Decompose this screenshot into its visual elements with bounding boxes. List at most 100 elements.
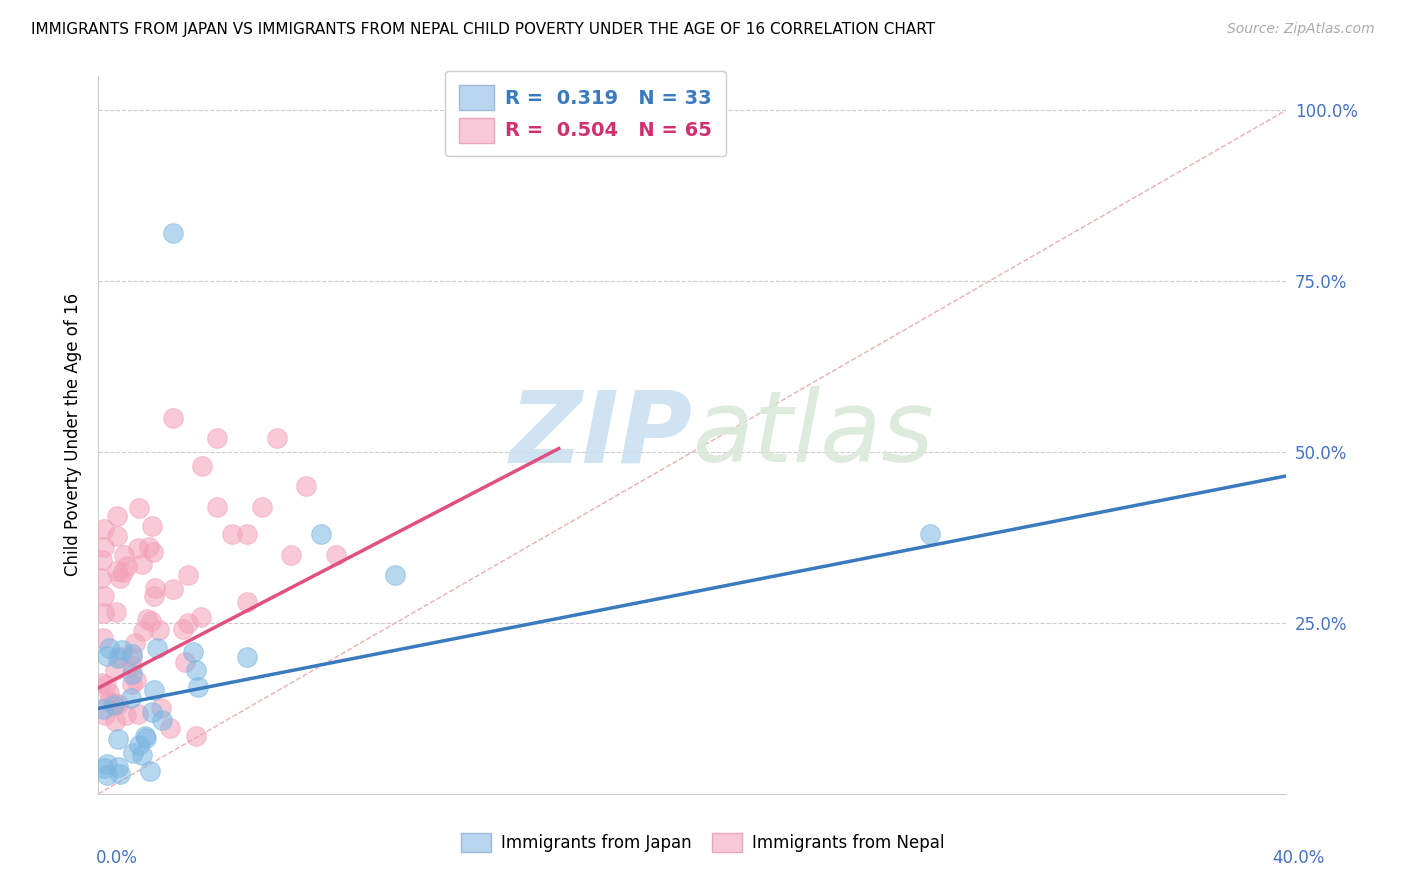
Point (96, 756, 118, 771)
Point (90, 675, 112, 690)
Point (236, 650, 259, 665)
Point (90, 572, 112, 586)
Point (121, 677, 143, 691)
Point (309, 527, 332, 541)
Point (93, 522, 115, 536)
Point (920, 527, 942, 541)
Point (139, 614, 162, 628)
Y-axis label: Child Poverty Under the Age of 16: Child Poverty Under the Age of 16 (65, 293, 83, 576)
Point (176, 615, 198, 630)
Point (107, 650, 129, 665)
Point (325, 548, 347, 562)
Point (115, 559, 138, 574)
Point (121, 649, 143, 664)
Point (187, 680, 209, 694)
Point (91, 702, 114, 716)
Point (131, 747, 153, 762)
Point (236, 595, 259, 609)
Point (127, 541, 149, 555)
Point (125, 673, 148, 687)
Point (108, 767, 131, 781)
Point (108, 571, 131, 585)
Point (127, 707, 149, 722)
Point (131, 558, 153, 572)
Point (122, 747, 145, 761)
Point (128, 500, 150, 515)
Point (96, 648, 118, 663)
Point (128, 738, 150, 752)
Point (96, 768, 118, 782)
Point (110, 649, 132, 664)
Point (124, 636, 146, 650)
Point (159, 721, 181, 735)
Legend: R =  0.319   N = 33, R =  0.504   N = 65: R = 0.319 N = 33, R = 0.504 N = 65 (446, 71, 725, 156)
Point (150, 713, 173, 727)
Point (120, 691, 142, 706)
Point (146, 641, 169, 656)
Text: 40.0%: 40.0% (1272, 849, 1324, 867)
Point (105, 605, 128, 619)
Text: IMMIGRANTS FROM JAPAN VS IMMIGRANTS FROM NEPAL CHILD POVERTY UNDER THE AGE OF 16: IMMIGRANTS FROM JAPAN VS IMMIGRANTS FROM… (31, 22, 935, 37)
Point (184, 663, 207, 677)
Point (266, 431, 288, 445)
Point (141, 518, 163, 533)
Point (93, 589, 115, 603)
Point (103, 698, 125, 713)
Point (139, 764, 162, 779)
Point (162, 226, 184, 240)
Point (162, 582, 184, 596)
Point (121, 667, 143, 681)
Point (142, 590, 165, 604)
Point (295, 479, 318, 493)
Point (172, 622, 194, 636)
Point (94, 678, 117, 692)
Point (132, 624, 155, 638)
Point (143, 582, 166, 596)
Text: 0.0%: 0.0% (96, 849, 138, 867)
Point (138, 540, 160, 554)
Point (91, 632, 114, 646)
Text: atlas: atlas (692, 386, 934, 483)
Point (176, 568, 198, 582)
Point (93, 540, 115, 554)
Point (104, 663, 127, 677)
Point (107, 697, 129, 711)
Point (190, 609, 212, 624)
Point (149, 701, 172, 715)
Point (135, 612, 157, 626)
Point (191, 458, 214, 473)
Point (162, 410, 184, 425)
Point (93, 761, 115, 775)
Point (105, 509, 128, 524)
Point (236, 527, 259, 541)
Point (183, 645, 205, 659)
Point (141, 706, 163, 720)
Point (205, 431, 228, 445)
Point (121, 659, 143, 673)
Point (97, 694, 120, 708)
Point (143, 682, 166, 697)
Point (114, 707, 136, 722)
Point (107, 731, 129, 746)
Point (98, 685, 121, 699)
Point (111, 565, 134, 579)
Point (105, 529, 128, 543)
Point (112, 549, 135, 563)
Point (280, 548, 302, 562)
Legend: Immigrants from Japan, Immigrants from Nepal: Immigrants from Japan, Immigrants from N… (454, 826, 952, 859)
Point (384, 568, 406, 582)
Text: Source: ZipAtlas.com: Source: ZipAtlas.com (1227, 22, 1375, 37)
Point (104, 714, 127, 729)
Point (111, 643, 134, 657)
Point (90, 553, 112, 567)
Point (174, 655, 197, 669)
Text: ZIP: ZIP (509, 386, 692, 483)
Point (94, 708, 117, 723)
Point (121, 647, 143, 661)
Point (98, 640, 121, 655)
Point (107, 760, 129, 774)
Point (205, 500, 228, 514)
Point (135, 731, 157, 745)
Point (142, 544, 165, 558)
Point (93, 606, 115, 620)
